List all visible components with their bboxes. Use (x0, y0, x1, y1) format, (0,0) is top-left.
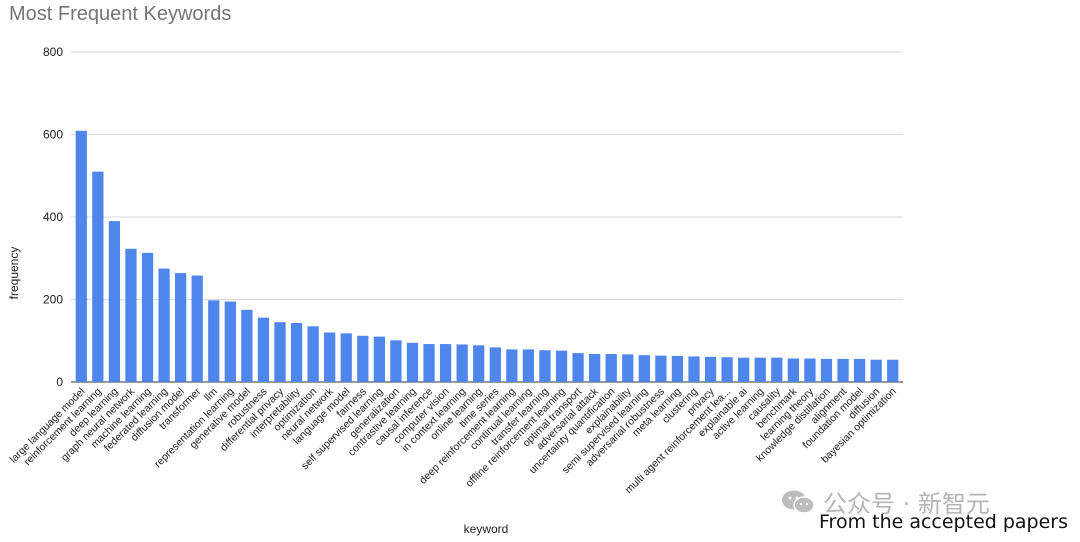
bar (473, 345, 485, 382)
bar (324, 332, 336, 382)
bar (804, 358, 816, 382)
bar (754, 357, 766, 382)
bar (506, 349, 518, 382)
bar (622, 354, 634, 382)
bar (572, 353, 584, 382)
bar (274, 322, 286, 382)
bar (290, 323, 303, 382)
bar (853, 358, 866, 382)
bar (175, 273, 187, 382)
wechat-icon (782, 490, 815, 514)
bar (887, 359, 899, 382)
bar (820, 358, 833, 382)
bar (373, 336, 385, 382)
y-tick-labels: 0 200 400 600 800 (43, 45, 63, 389)
bar (738, 357, 750, 382)
bar (787, 358, 799, 382)
watermark-text: 公众号 · 新智元 (823, 490, 990, 518)
bar (771, 357, 783, 382)
bar (191, 275, 203, 382)
bar (555, 350, 568, 382)
bar (489, 347, 501, 382)
y-axis-title: frequency (7, 247, 21, 300)
bar (241, 309, 253, 382)
bar (456, 344, 468, 382)
bar (92, 171, 104, 382)
bar (390, 340, 402, 382)
y-tick-label: 400 (43, 210, 63, 224)
bar (638, 355, 650, 382)
bar (721, 357, 733, 382)
y-tick-label: 0 (56, 375, 63, 389)
bar (108, 221, 121, 382)
x-axis-title: keyword (464, 522, 509, 536)
bar (539, 350, 551, 382)
bar (423, 344, 435, 382)
bar (704, 356, 717, 382)
bar (208, 300, 220, 382)
bars (75, 130, 899, 382)
bar (837, 358, 849, 382)
bar (439, 344, 452, 382)
bar (655, 355, 667, 382)
watermark: 公众号 · 新智元 (781, 484, 990, 519)
bar (224, 301, 236, 382)
bar (125, 248, 137, 382)
bar (605, 353, 617, 382)
bar (406, 342, 419, 382)
y-tick-label: 800 (43, 45, 63, 59)
bar (307, 326, 319, 382)
bar (522, 349, 535, 382)
bar (870, 359, 882, 382)
bar (158, 268, 170, 382)
bar (340, 333, 352, 382)
bar (589, 353, 601, 382)
bar (671, 356, 684, 382)
bar (688, 356, 700, 382)
y-tick-label: 200 (43, 293, 63, 307)
bar (141, 252, 154, 382)
bar (75, 130, 87, 382)
bar (257, 317, 270, 382)
y-tick-label: 600 (43, 128, 63, 142)
chart-title: Most Frequent Keywords (9, 3, 232, 25)
bar (357, 335, 369, 382)
caption: From the accepted papers (819, 511, 1069, 533)
